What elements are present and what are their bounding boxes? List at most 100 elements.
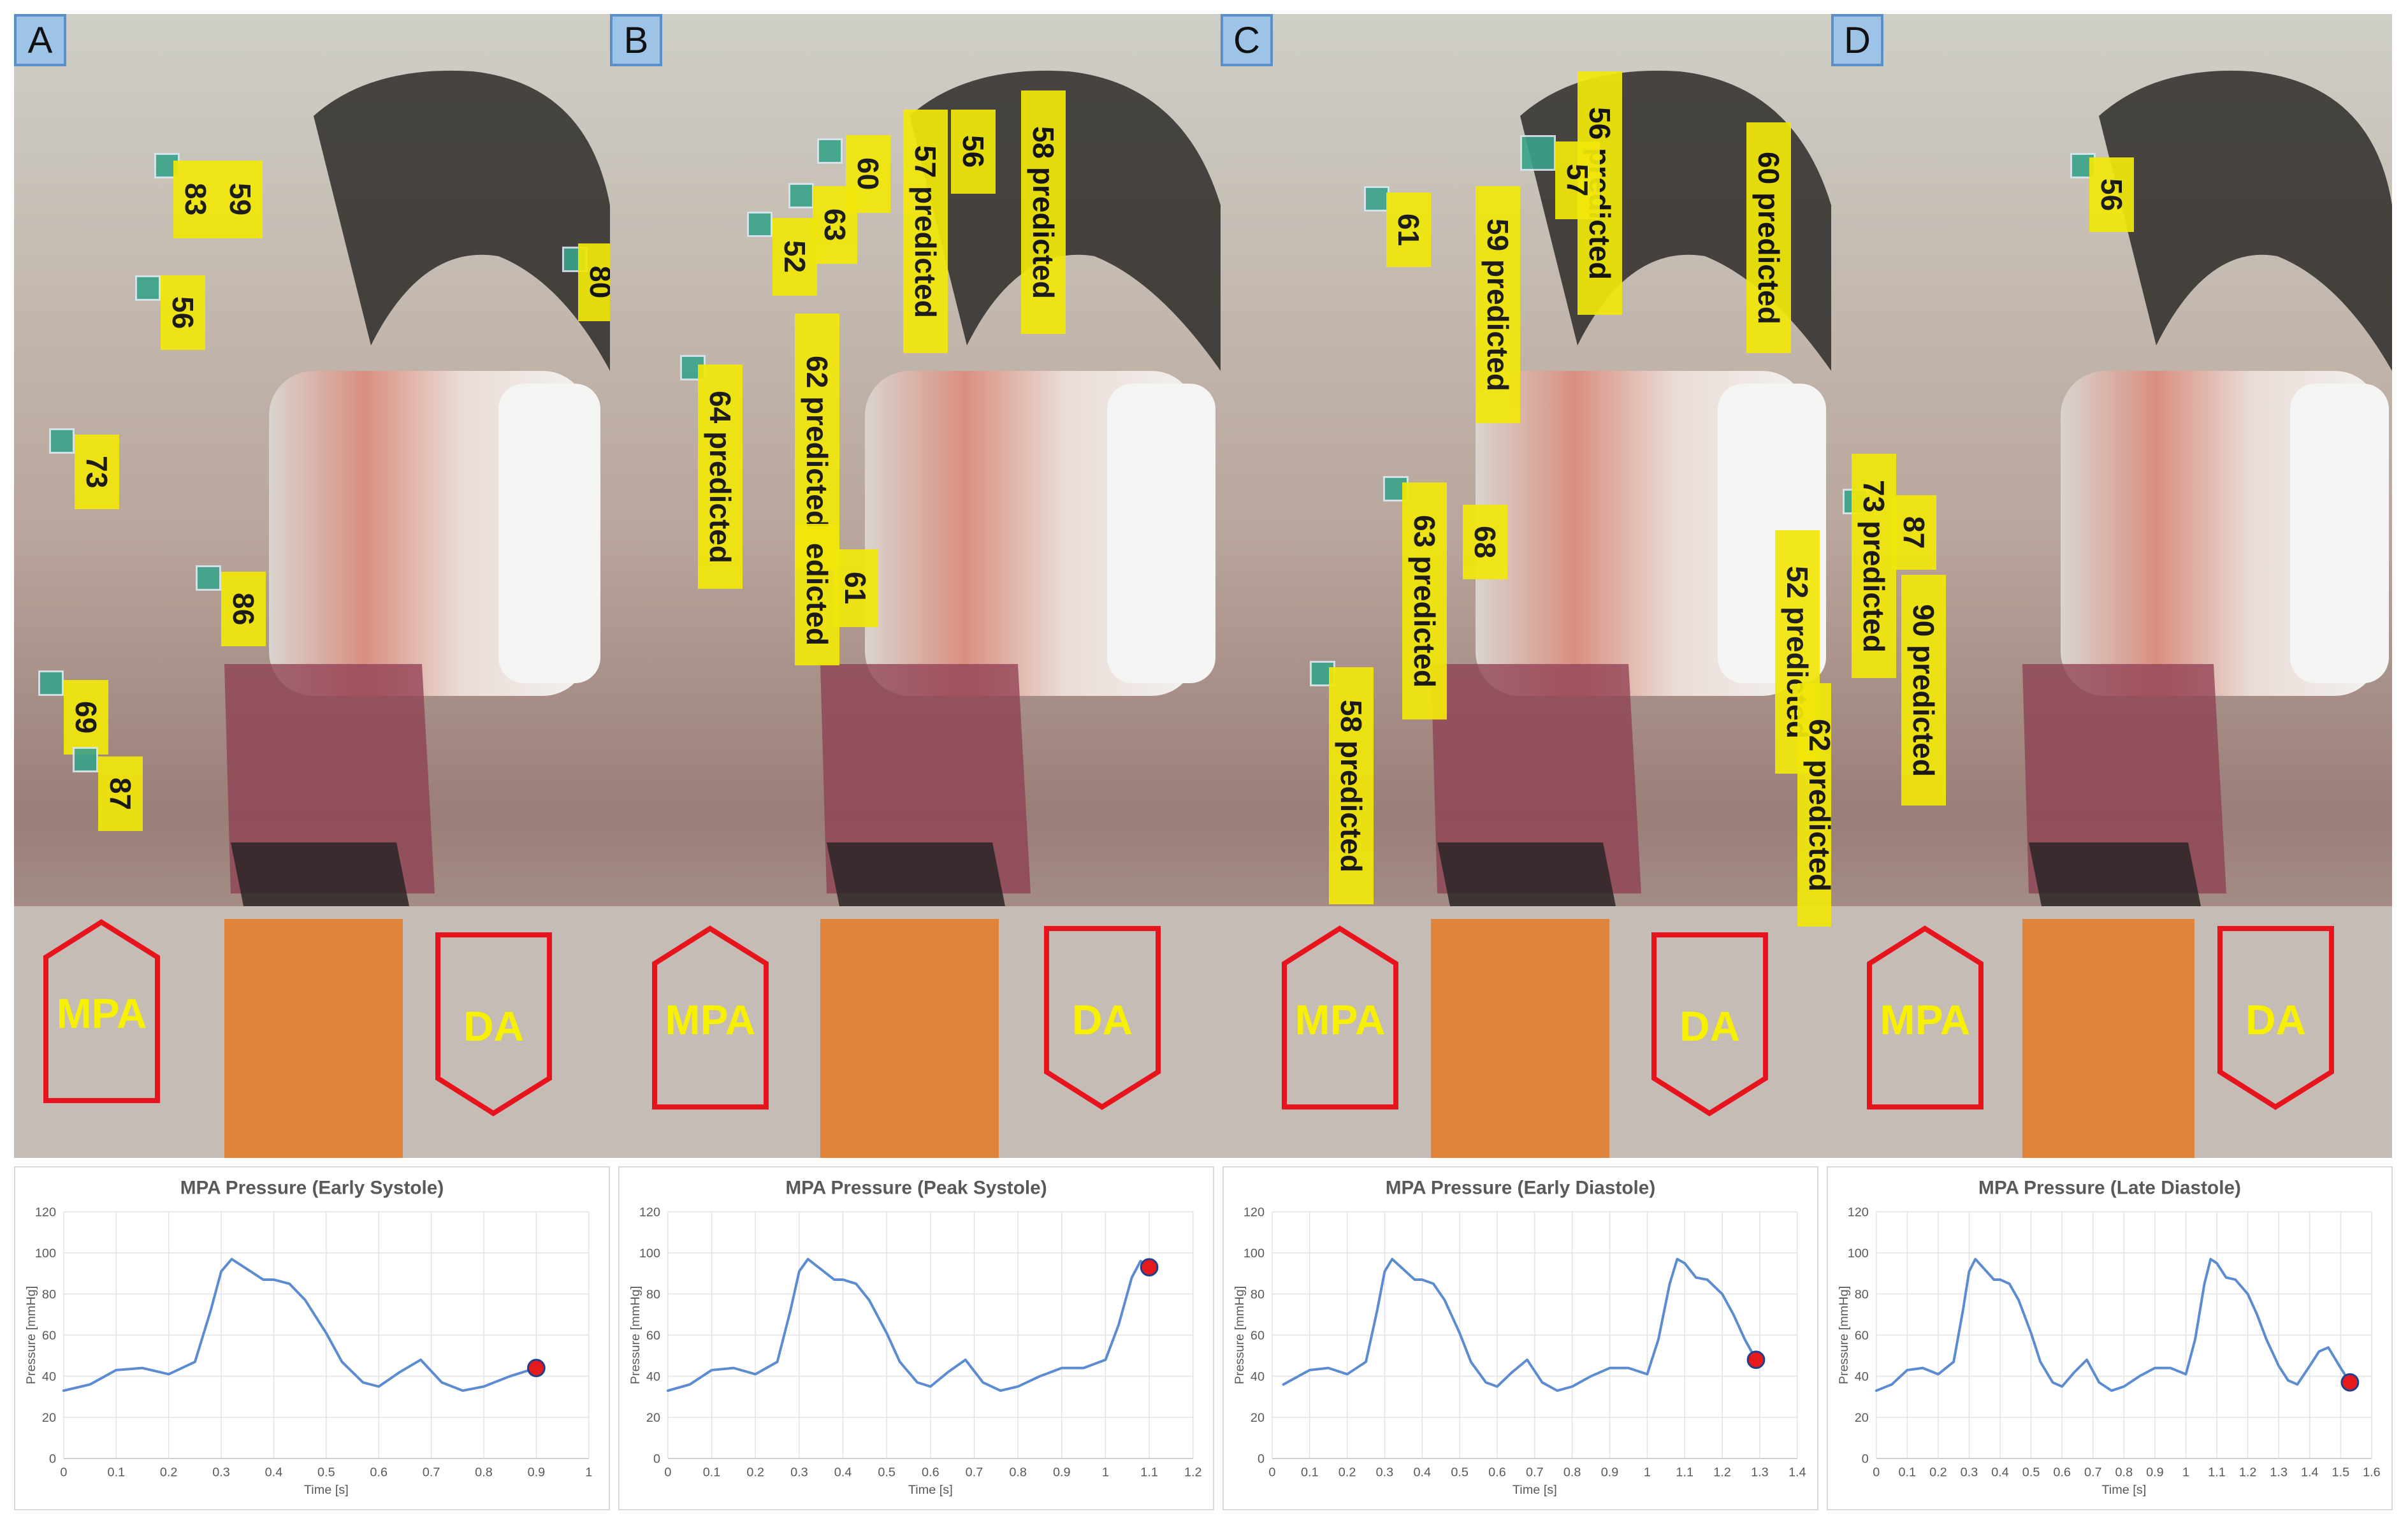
current-time-marker <box>526 1359 546 1378</box>
x-tick-label: 0.2 <box>160 1465 178 1479</box>
velocity-label: 60 predicted <box>1746 122 1791 353</box>
x-axis-title: Time [s] <box>908 1483 953 1497</box>
mpa-region: MPA <box>43 919 161 1104</box>
y-tick-label: 40 <box>646 1370 660 1384</box>
x-tick-label: 0.5 <box>317 1465 335 1479</box>
flow-phantom-photo-c <box>1221 14 1831 1158</box>
x-axis-title: Time [s] <box>1512 1483 1557 1497</box>
mpa-region: MPA <box>1866 925 1984 1110</box>
panel-label-b: B <box>610 14 662 66</box>
velocity-label: 61 <box>1386 192 1431 267</box>
x-tick-label: 1.2 <box>1184 1465 1202 1479</box>
velocity-label: 56 <box>2089 157 2134 232</box>
photo-panel-c: C 56 predicted 57 60 predicted 61 59 pre… <box>1221 14 1831 1158</box>
x-tick-label: 0.7 <box>2084 1465 2102 1479</box>
x-tick-label: 1.6 <box>2363 1465 2381 1479</box>
y-tick-label: 100 <box>1848 1247 1869 1261</box>
tracking-marker <box>1364 186 1389 212</box>
velocity-label: 64 predicted <box>698 365 743 589</box>
velocity-label: 62 predicted <box>1797 683 1831 927</box>
y-axis-title: Pressure [mmHg] <box>1233 1286 1247 1384</box>
x-tick-label: 0.5 <box>878 1465 896 1479</box>
photo-panel-a: A 83 59 80 56 73 86 69 87 MPA DA <box>14 14 610 1158</box>
velocity-label: 61 <box>833 549 878 627</box>
x-tick-label: 0.4 <box>834 1465 852 1479</box>
pressure-chart-b: MPA Pressure (Peak Systole) 0 20 40 60 80 100 1… <box>618 1166 1214 1510</box>
x-tick-label: 0.1 <box>1301 1465 1319 1479</box>
da-region: DA <box>435 932 553 1117</box>
velocity-label: 57 <box>1555 141 1600 219</box>
mpa-label: MPA <box>1880 996 1971 1044</box>
velocity-label: 87 <box>1892 495 1936 570</box>
x-tick-label: 0.1 <box>703 1465 721 1479</box>
pressure-chart-svg: MPA Pressure (Late Diastole)020406080100… <box>1837 1178 2381 1497</box>
y-axis-title: Pressure [mmHg] <box>1837 1286 1851 1384</box>
x-tick-label: 0.7 <box>966 1465 983 1479</box>
y-tick-label: 100 <box>639 1247 660 1261</box>
velocity-label: 69 <box>64 680 108 755</box>
x-tick-label: 1.3 <box>1751 1465 1769 1479</box>
da-region: DA <box>2217 925 2335 1110</box>
chart-title: MPA Pressure (Peak Systole) <box>785 1178 1047 1199</box>
velocity-label: 59 <box>218 161 263 238</box>
x-tick-label: 0.8 <box>2115 1465 2133 1479</box>
pressure-chart-d: MPA Pressure (Late Diastole) 0 20 40 60 80 100… <box>1827 1166 2393 1510</box>
da-label: DA <box>2245 996 2307 1044</box>
x-tick-label: 0.3 <box>212 1465 230 1479</box>
x-tick-label: 0.7 <box>1526 1465 1544 1479</box>
x-tick-label: 0.5 <box>1451 1465 1469 1479</box>
mpa-label: MPA <box>1295 996 1386 1044</box>
x-tick-label: 0.2 <box>1929 1465 1947 1479</box>
x-tick-label: 1.1 <box>2208 1465 2226 1479</box>
mpa-label: MPA <box>665 996 756 1044</box>
y-tick-label: 20 <box>646 1411 660 1425</box>
y-tick-label: 100 <box>1244 1247 1265 1261</box>
x-tick-label: 1.2 <box>1713 1465 1731 1479</box>
y-tick-label: 40 <box>1251 1370 1265 1384</box>
velocity-label: 58 predicted <box>1021 90 1066 334</box>
tracking-marker <box>817 138 843 164</box>
x-tick-label: 0 <box>664 1465 671 1479</box>
velocity-label: 83 <box>173 161 218 238</box>
panel-label-a: A <box>14 14 66 66</box>
pressure-curve <box>1282 1257 1758 1392</box>
y-tick-label: 20 <box>42 1411 56 1425</box>
pressure-curve <box>666 1257 1151 1392</box>
panel-label-c: C <box>1221 14 1273 66</box>
pressure-curve <box>62 1257 538 1392</box>
velocity-label: 68 <box>1463 505 1507 579</box>
x-tick-label: 0.1 <box>107 1465 125 1479</box>
x-tick-label: 1.3 <box>2270 1465 2288 1479</box>
photo-panel-d: D 56 73 predicted 87 90 predicted MPA DA <box>1831 14 2392 1158</box>
x-tick-label: 1 <box>2182 1465 2189 1479</box>
x-tick-label: 0.9 <box>528 1465 546 1479</box>
velocity-label: 58 predicted <box>1329 667 1374 904</box>
x-tick-label: 0.4 <box>265 1465 283 1479</box>
current-time-marker <box>1746 1350 1766 1370</box>
tracking-marker <box>49 428 75 454</box>
velocity-label: 90 predicted <box>1901 575 1946 806</box>
x-tick-label: 0.2 <box>1338 1465 1356 1479</box>
velocity-label: 56 <box>161 275 205 350</box>
x-tick-label: 0 <box>1268 1465 1275 1479</box>
tracking-marker <box>196 565 221 591</box>
pressure-chart-svg: MPA Pressure (Early Diastole)02040608010… <box>1233 1178 1806 1497</box>
y-tick-label: 60 <box>1251 1329 1265 1343</box>
y-tick-label: 40 <box>42 1370 56 1384</box>
velocity-label: 59 predicted <box>1476 186 1520 423</box>
x-tick-label: 0.8 <box>475 1465 493 1479</box>
x-tick-label: 0.6 <box>2053 1465 2071 1479</box>
tracking-marker <box>1520 135 1556 171</box>
y-tick-label: 0 <box>1258 1452 1265 1466</box>
velocity-label: 52 <box>772 218 817 296</box>
x-tick-label: 1 <box>585 1465 592 1479</box>
y-tick-label: 60 <box>1855 1329 1869 1343</box>
velocity-label: 57 predicted <box>903 110 948 353</box>
y-tick-label: 60 <box>646 1329 660 1343</box>
x-tick-label: 0.9 <box>1601 1465 1619 1479</box>
x-tick-label: 1.5 <box>2332 1465 2350 1479</box>
tracking-marker <box>135 275 161 301</box>
y-axis-title: Pressure [mmHg] <box>24 1286 38 1384</box>
chart-title: MPA Pressure (Early Systole) <box>180 1178 444 1199</box>
x-tick-label: 1.4 <box>1788 1465 1806 1479</box>
